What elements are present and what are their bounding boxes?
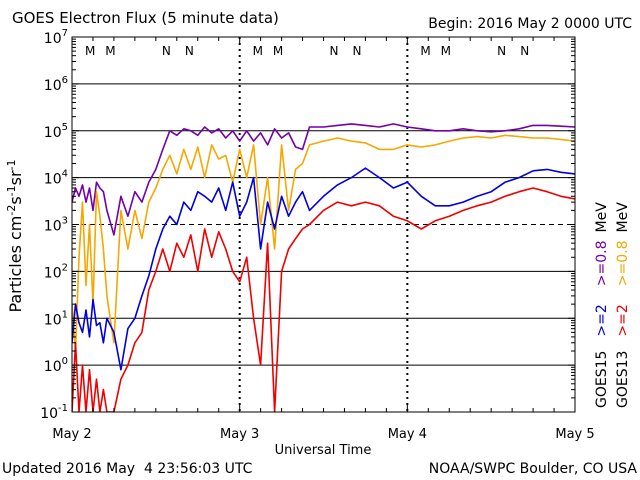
marker-n: N xyxy=(185,44,194,58)
legend-goes15: GOES15 >=2 >=0.8 MeV xyxy=(594,202,610,408)
legend-mev-label-2: MeV xyxy=(615,202,631,233)
legend-goes13-label: GOES13 xyxy=(615,351,631,408)
chart-title: GOES Electron Flux (5 minute data) xyxy=(12,9,279,27)
updated-timestamp: Updated 2016 May 4 23:56:03 UTC xyxy=(2,461,253,477)
y-tick-label: 106 xyxy=(44,75,68,94)
marker-n: N xyxy=(353,44,362,58)
legend-goes13-08mev: >=0.8 xyxy=(615,240,631,286)
x-tick-label: May 4 xyxy=(388,427,427,442)
legend-goes13-2mev: >=2 xyxy=(615,304,631,336)
marker-m: M xyxy=(441,44,451,58)
y-tick-label: 10-1 xyxy=(40,403,68,422)
x-axis-ticks: May 2 May 3 May 4 May 5 xyxy=(52,37,595,442)
series-line-0 xyxy=(72,123,575,236)
x-tick-label: May 5 xyxy=(555,427,594,442)
noaa-credit: NOAA/SWPC Boulder, CO USA xyxy=(429,461,638,477)
series-line-3 xyxy=(72,187,575,412)
right-legend: GOES15 >=2 >=0.8 MeV GOES13 >=2 >=0.8 MeV xyxy=(594,202,631,408)
marker-m: M xyxy=(85,44,95,58)
legend-goes15-label: GOES15 xyxy=(594,351,610,408)
y-tick-label: 101 xyxy=(44,309,68,328)
series-group xyxy=(72,123,575,412)
y-tick-label: 104 xyxy=(44,169,68,188)
marker-n: N xyxy=(329,44,338,58)
y-tick-label: 105 xyxy=(44,122,68,141)
y-axis-ticks: 10-1 100 101 102 103 104 105 106 107 xyxy=(40,28,575,422)
marker-m: M xyxy=(253,44,263,58)
series-line-1 xyxy=(72,134,575,352)
marker-n: N xyxy=(497,44,506,58)
marker-n: N xyxy=(162,44,171,58)
y-tick-label: 100 xyxy=(44,356,68,375)
legend-mev-label: MeV xyxy=(594,202,610,233)
y-tick-label: 103 xyxy=(44,216,68,235)
x-tick-label: May 3 xyxy=(220,427,259,442)
y-tick-label: 107 xyxy=(44,28,68,47)
y-axis-label: Particles cm-2s-1sr-1 xyxy=(5,159,25,312)
begin-label: Begin: 2016 May 2 0000 UTC xyxy=(428,16,632,32)
x-axis-label: Universal Time xyxy=(275,443,372,458)
series-line-2 xyxy=(72,167,575,371)
legend-goes15-2mev: >=2 xyxy=(594,304,610,336)
legend-goes15-08mev: >=0.8 xyxy=(594,240,610,286)
marker-m: M xyxy=(273,44,283,58)
legend-goes13: GOES13 >=2 >=0.8 MeV xyxy=(615,202,631,408)
day-boundary-lines xyxy=(238,37,409,412)
x-tick-label: May 2 xyxy=(52,427,91,442)
marker-m: M xyxy=(105,44,115,58)
marker-m: M xyxy=(420,44,430,58)
marker-n: N xyxy=(520,44,529,58)
y-tick-label: 102 xyxy=(44,262,68,281)
